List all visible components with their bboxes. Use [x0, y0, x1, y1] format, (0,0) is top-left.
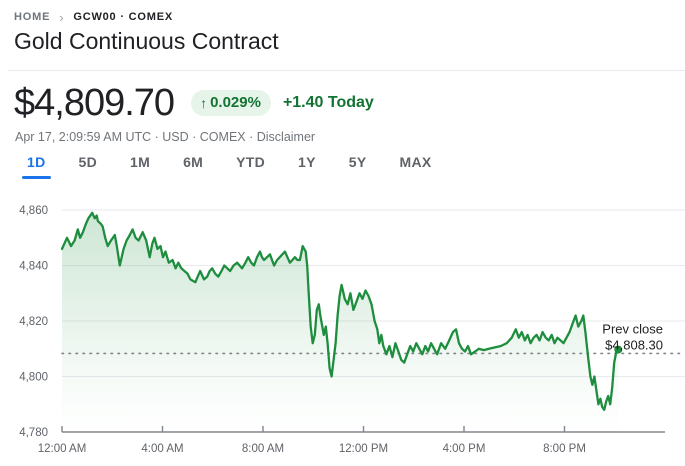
up-arrow-icon: ↑ — [200, 94, 208, 111]
prev-close-value: $4,808.30 — [605, 337, 663, 352]
y-axis-label: 4,780 — [19, 427, 48, 439]
prev-close-label: Prev close — [602, 321, 663, 336]
tab-5d[interactable]: 5D — [78, 154, 97, 170]
x-axis-label: 8:00 AM — [242, 443, 284, 455]
change-percent-badge: ↑ 0.029% — [191, 90, 271, 116]
breadcrumb-home-link[interactable]: HOME — [14, 11, 51, 23]
current-price: $4,809.70 — [14, 82, 175, 124]
chevron-right-icon: › — [59, 9, 65, 25]
quote-meta: Apr 17, 2:09:59 AM UTC · USD · COMEX · D… — [15, 130, 315, 144]
breadcrumb: HOME › GCW00 · COMEX — [14, 9, 173, 25]
x-axis-label: 12:00 AM — [38, 443, 87, 455]
tab-max[interactable]: MAX — [399, 154, 432, 170]
tab-1y[interactable]: 1Y — [298, 154, 316, 170]
x-axis-label: 4:00 PM — [443, 443, 486, 455]
quote-meta-text: Apr 17, 2:09:59 AM UTC · USD · COMEX · — [15, 130, 254, 144]
breadcrumb-symbol: GCW00 · COMEX — [73, 11, 173, 23]
price-chart[interactable]: 4,780 4,800 4,820 4,840 4,860 12:00 AM 4:00 AM… — [0, 195, 685, 466]
tab-1m[interactable]: 1M — [130, 154, 151, 170]
current-price-dot — [614, 345, 623, 354]
price-line — [60, 211, 620, 411]
header-divider — [8, 70, 685, 71]
quote-price-row: $4,809.70 ↑ 0.029% +1.40 Today — [14, 84, 374, 122]
tab-5y[interactable]: 5Y — [348, 154, 367, 170]
time-range-tabs: 1D 5D 1M 6M YTD 1Y 5Y MAX — [22, 154, 432, 179]
tab-1d[interactable]: 1D — [22, 154, 50, 179]
x-axis-label: 8:00 PM — [543, 443, 586, 455]
disclaimer-link[interactable]: Disclaimer — [256, 130, 316, 144]
y-axis-label: 4,860 — [19, 205, 48, 217]
change-amount-today: +1.40 Today — [282, 94, 374, 111]
area-fill — [62, 212, 619, 432]
tab-6m[interactable]: 6M — [183, 154, 204, 170]
x-axis-label: 4:00 AM — [141, 443, 183, 455]
y-axis-label: 4,840 — [19, 261, 48, 273]
price-chart-svg[interactable]: 4,780 4,800 4,820 4,840 4,860 12:00 AM 4:00 AM… — [0, 195, 685, 466]
x-axis-label: 12:00 PM — [339, 443, 388, 455]
page-title: Gold Continuous Contract — [14, 28, 279, 54]
y-axis-label: 4,820 — [19, 316, 48, 328]
tab-ytd[interactable]: YTD — [236, 154, 266, 170]
y-axis-label: 4,800 — [19, 372, 48, 384]
change-percent-value: 0.029% — [210, 94, 261, 111]
